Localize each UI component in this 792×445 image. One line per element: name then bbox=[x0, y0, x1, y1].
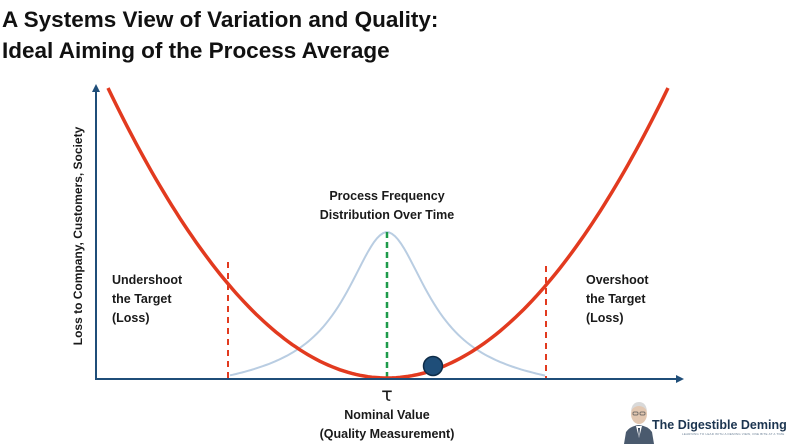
undershoot-label-line-1: Undershoot bbox=[112, 273, 183, 287]
x-axis-label-line-1: Nominal Value bbox=[344, 408, 429, 422]
overshoot-label-line-1: Overshoot bbox=[586, 273, 649, 287]
distribution-label-line-1: Process Frequency bbox=[329, 189, 444, 203]
brand-tagline: LEARNING TO LEAD WITH A DEMING VIEW, ONE… bbox=[682, 432, 785, 436]
y-axis-label: Loss to Company, Customers, Society bbox=[71, 126, 85, 345]
undershoot-label-line-3: (Loss) bbox=[112, 311, 150, 325]
x-axis-label-line-2: (Quality Measurement) bbox=[320, 427, 455, 441]
brand-logo: The Digestible Deming LEARNING TO LEAD W… bbox=[622, 398, 792, 444]
overshoot-label-line-3: (Loss) bbox=[586, 311, 624, 325]
process-average-marker bbox=[422, 355, 444, 377]
brand-name: The Digestible Deming bbox=[652, 418, 787, 432]
distribution-label-line-2: Distribution Over Time bbox=[320, 208, 455, 222]
undershoot-label-line-2: the Target bbox=[112, 292, 172, 306]
diagram-title: A Systems View of Variation and Quality:… bbox=[2, 4, 438, 66]
target-symbol: τ bbox=[381, 384, 392, 406]
title-line-2: Ideal Aiming of the Process Average bbox=[2, 38, 390, 63]
title-line-1: A Systems View of Variation and Quality: bbox=[2, 7, 439, 32]
author-portrait-icon bbox=[624, 402, 654, 444]
overshoot-label-line-2: the Target bbox=[586, 292, 646, 306]
